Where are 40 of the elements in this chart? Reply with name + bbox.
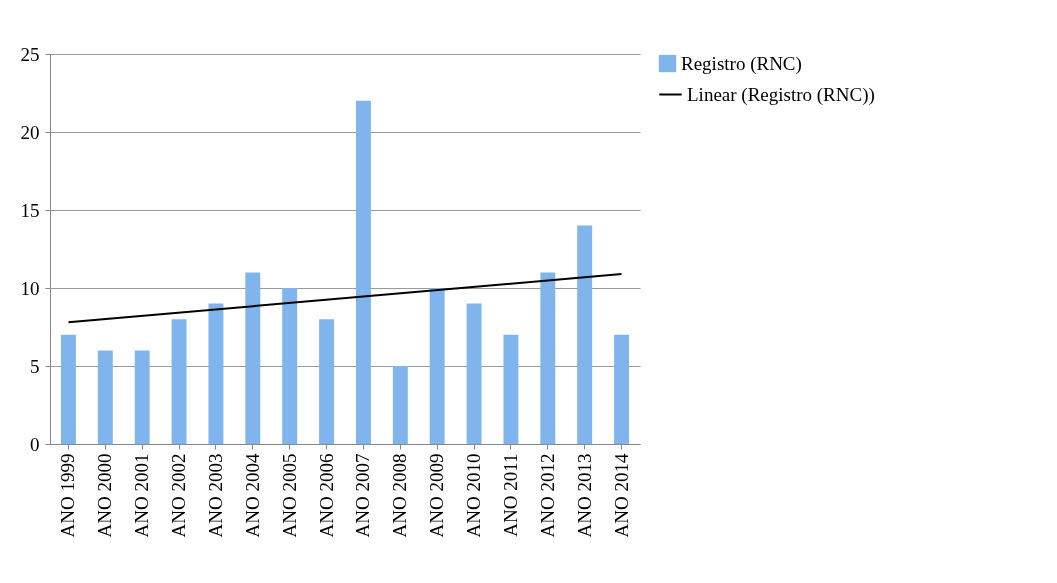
bar	[577, 225, 593, 444]
x-tick-label: ANO 2011	[499, 453, 521, 537]
bar	[97, 350, 113, 444]
bar	[208, 303, 224, 444]
bar	[282, 288, 298, 444]
x-tick-label: ANO 2006	[315, 453, 337, 538]
x-tick-label: ANO 2001	[131, 453, 153, 538]
x-tick-label: ANO 2014	[610, 453, 632, 538]
x-tick-label: ANO 2000	[94, 453, 116, 538]
x-tick-label: ANO 2002	[168, 453, 190, 538]
x-tick-label: ANO 2013	[573, 453, 595, 538]
bar	[60, 334, 76, 444]
bar	[134, 350, 150, 444]
x-tick-label: ANO 2008	[389, 453, 411, 538]
x-tick-label: ANO 2007	[352, 453, 374, 538]
x-tick-label: ANO 2012	[536, 453, 558, 538]
bar	[614, 334, 630, 444]
y-tick-label: 5	[30, 355, 40, 377]
x-tick-label: ANO 2009	[426, 453, 448, 538]
y-tick-label: 25	[20, 43, 40, 65]
bar	[319, 319, 335, 444]
legend-label: Linear (Registro (RNC))	[687, 83, 875, 106]
y-tick-label: 15	[20, 199, 40, 221]
legend-label: Registro (RNC)	[681, 52, 802, 75]
y-tick-label: 0	[30, 433, 40, 455]
bar	[540, 272, 556, 444]
x-tick-label: ANO 2010	[463, 453, 485, 538]
bar	[503, 334, 519, 444]
x-tick-label: ANO 2004	[241, 453, 263, 538]
bar	[245, 272, 261, 444]
x-tick-label: ANO 2005	[278, 453, 300, 538]
y-tick-label: 20	[20, 121, 40, 143]
bar	[466, 303, 482, 444]
y-tick-label: 10	[20, 277, 40, 299]
bar	[171, 319, 187, 444]
bar	[355, 100, 371, 444]
bar	[429, 288, 445, 444]
x-tick-label: ANO 2003	[204, 453, 226, 538]
bar	[392, 366, 408, 444]
x-tick-label: ANO 1999	[57, 453, 79, 538]
